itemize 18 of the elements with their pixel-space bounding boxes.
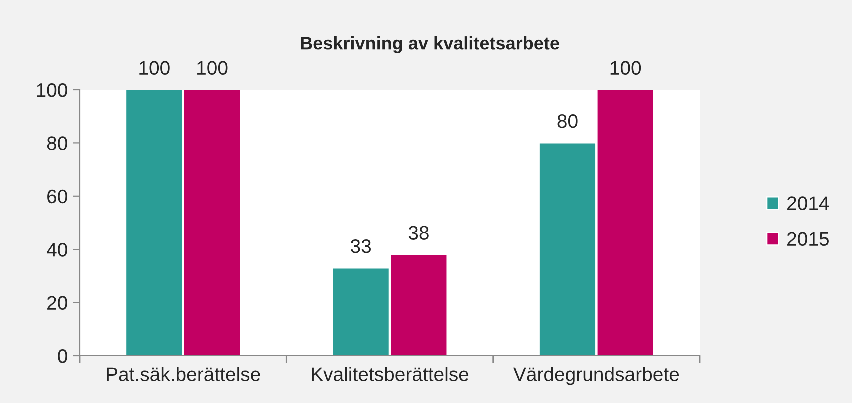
data-label: 33 bbox=[350, 239, 372, 254]
legend-label: 2014 bbox=[788, 196, 830, 210]
y-tick-label: 60 bbox=[48, 190, 68, 204]
chart-title: Beskrivning av kvalitetsarbete bbox=[301, 36, 560, 54]
data-label: 100 bbox=[198, 61, 228, 76]
y-tick-label: 20 bbox=[48, 296, 68, 310]
x-tick-label: Värdegrundsarbete bbox=[514, 367, 680, 386]
y-tick-label: 0 bbox=[58, 349, 68, 364]
data-label: 100 bbox=[140, 61, 170, 76]
data-label: 80 bbox=[558, 114, 578, 128]
x-tick-label: Pat.säk.berättelse bbox=[107, 367, 260, 382]
legend-label: 2015 bbox=[788, 232, 829, 246]
y-tick-label: 40 bbox=[47, 243, 68, 257]
data-label: 100 bbox=[610, 61, 642, 76]
y-tick-label: 80 bbox=[47, 136, 68, 150]
y-tick-label: 100 bbox=[37, 83, 68, 98]
data-label: 38 bbox=[408, 226, 429, 240]
x-tick-label: Kvalitetsberättelse bbox=[312, 367, 469, 382]
